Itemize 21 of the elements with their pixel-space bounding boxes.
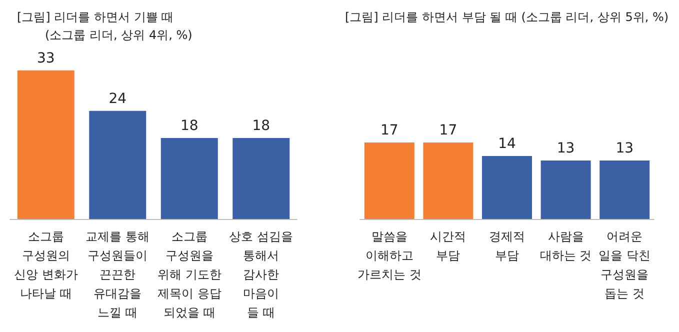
x-tick-label: 사람을 대하는 것 (540, 230, 592, 262)
data-label: 17 (380, 122, 398, 138)
data-label: 14 (498, 136, 516, 152)
data-label: 13 (556, 140, 575, 156)
data-label: 18 (180, 118, 198, 134)
x-tick-label: 소그룹 구성원의 신앙 변화가 나타날 때 (14, 230, 78, 300)
x-tick-label: 시간적 부담 (430, 230, 466, 262)
data-label: 17 (439, 122, 458, 138)
x-tick-label: 말씀을 이해하고 가르치는 것 (357, 230, 422, 282)
chart-title: [그림] 리더를 하면서 부담 될 때 (소그룹 리더, 상위 5위, %) (345, 10, 669, 24)
data-label: 13 (616, 140, 634, 156)
data-label: 24 (108, 90, 127, 107)
x-tick-label: 어려운 일을 닥친 구성원을 돕는 것 (598, 230, 651, 300)
x-tick-label: 소그룹 구성원을 위해 기도한 제목이 응답 되었을 때 (157, 230, 222, 320)
data-label: 33 (36, 50, 55, 66)
x-tick-label: 교제를 통해 구성원들이 끈끈한 유대감을 느낄 때 (86, 230, 150, 320)
x-tick-label: 상호 섬김을 통해서 감사한 마음이 들 때 (229, 230, 294, 320)
chart-title: [그림] 리더를 하면서 기쁠 때 (17, 10, 174, 24)
x-tick-label: 경제적 부담 (489, 230, 525, 262)
data-label: 18 (252, 118, 270, 134)
chart-subtitle: (소그룹 리더, 상위 4위, %) (45, 28, 192, 42)
